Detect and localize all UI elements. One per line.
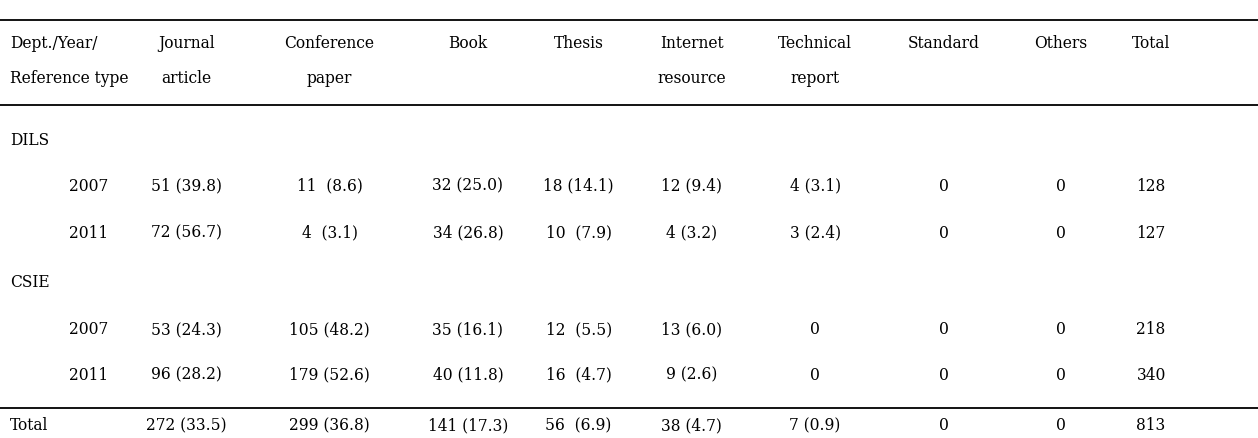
Text: 2007: 2007: [69, 321, 108, 338]
Text: 0: 0: [810, 321, 820, 338]
Text: Dept./Year/: Dept./Year/: [10, 35, 98, 52]
Text: 141 (17.3): 141 (17.3): [428, 417, 508, 434]
Text: 51 (39.8): 51 (39.8): [151, 178, 221, 194]
Text: 272 (33.5): 272 (33.5): [146, 417, 226, 434]
Text: Thesis: Thesis: [554, 35, 604, 52]
Text: 0: 0: [810, 367, 820, 384]
Text: Others: Others: [1034, 35, 1087, 52]
Text: 0: 0: [938, 417, 949, 434]
Text: 0: 0: [1055, 367, 1066, 384]
Text: article: article: [161, 71, 211, 87]
Text: Technical: Technical: [779, 35, 852, 52]
Text: 4 (3.1): 4 (3.1): [790, 178, 840, 194]
Text: 13 (6.0): 13 (6.0): [662, 321, 722, 338]
Text: 0: 0: [1055, 321, 1066, 338]
Text: 179 (52.6): 179 (52.6): [289, 367, 370, 384]
Text: 38 (4.7): 38 (4.7): [662, 417, 722, 434]
Text: paper: paper: [307, 71, 352, 87]
Text: 72 (56.7): 72 (56.7): [151, 225, 221, 241]
Text: Journal: Journal: [157, 35, 215, 52]
Text: Standard: Standard: [907, 35, 980, 52]
Text: 4 (3.2): 4 (3.2): [667, 225, 717, 241]
Text: 10  (7.9): 10 (7.9): [546, 225, 611, 241]
Text: 32 (25.0): 32 (25.0): [433, 178, 503, 194]
Text: 218: 218: [1136, 321, 1166, 338]
Text: Conference: Conference: [284, 35, 375, 52]
Text: 340: 340: [1136, 367, 1166, 384]
Text: 56  (6.9): 56 (6.9): [546, 417, 611, 434]
Text: 96 (28.2): 96 (28.2): [151, 367, 221, 384]
Text: 0: 0: [1055, 178, 1066, 194]
Text: 0: 0: [938, 321, 949, 338]
Text: 12  (5.5): 12 (5.5): [546, 321, 611, 338]
Text: 53 (24.3): 53 (24.3): [151, 321, 221, 338]
Text: 0: 0: [938, 225, 949, 241]
Text: resource: resource: [658, 71, 726, 87]
Text: 2007: 2007: [69, 178, 108, 194]
Text: 12 (9.4): 12 (9.4): [662, 178, 722, 194]
Text: 0: 0: [1055, 417, 1066, 434]
Text: 9 (2.6): 9 (2.6): [667, 367, 717, 384]
Text: 2011: 2011: [69, 367, 108, 384]
Text: 128: 128: [1136, 178, 1166, 194]
Text: 0: 0: [938, 178, 949, 194]
Text: 105 (48.2): 105 (48.2): [289, 321, 370, 338]
Text: 813: 813: [1136, 417, 1166, 434]
Text: 34 (26.8): 34 (26.8): [433, 225, 503, 241]
Text: 2011: 2011: [69, 225, 108, 241]
Text: 11  (8.6): 11 (8.6): [297, 178, 362, 194]
Text: 127: 127: [1136, 225, 1166, 241]
Text: 0: 0: [1055, 225, 1066, 241]
Text: DILS: DILS: [10, 132, 49, 148]
Text: 299 (36.8): 299 (36.8): [289, 417, 370, 434]
Text: Total: Total: [10, 417, 49, 434]
Text: Book: Book: [448, 35, 488, 52]
Text: 16  (4.7): 16 (4.7): [546, 367, 611, 384]
Text: 4  (3.1): 4 (3.1): [302, 225, 357, 241]
Text: CSIE: CSIE: [10, 274, 49, 291]
Text: 18 (14.1): 18 (14.1): [543, 178, 614, 194]
Text: Total: Total: [1132, 35, 1170, 52]
Text: report: report: [790, 71, 840, 87]
Text: Internet: Internet: [660, 35, 723, 52]
Text: 35 (16.1): 35 (16.1): [433, 321, 503, 338]
Text: 40 (11.8): 40 (11.8): [433, 367, 503, 384]
Text: 7 (0.9): 7 (0.9): [790, 417, 840, 434]
Text: Reference type: Reference type: [10, 71, 128, 87]
Text: 3 (2.4): 3 (2.4): [790, 225, 840, 241]
Text: 0: 0: [938, 367, 949, 384]
